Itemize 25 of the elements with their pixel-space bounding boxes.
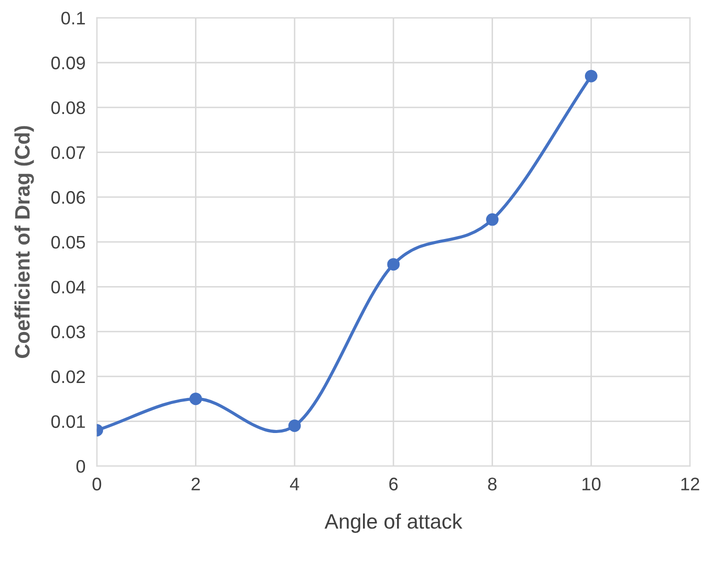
y-tick-label: 0.03 bbox=[51, 326, 85, 338]
y-tick-label: 0.09 bbox=[51, 56, 85, 70]
y-tick-label: 0.02 bbox=[51, 370, 85, 384]
y-tick-label: 0.1 bbox=[61, 12, 85, 25]
y-tick-label: 0.05 bbox=[51, 236, 85, 249]
y-tick-label: 0.06 bbox=[51, 191, 85, 204]
x-axis-title: Angle of attack bbox=[324, 513, 462, 533]
y-tick-label: 0.07 bbox=[51, 146, 85, 159]
point bbox=[486, 213, 499, 226]
x-tick-label: 4 bbox=[290, 478, 300, 490]
point bbox=[288, 419, 301, 432]
y-tick-label: 0 bbox=[76, 460, 86, 473]
y-axis-title: Coefficient of Drag (Cd) bbox=[14, 126, 34, 358]
y-tick-label: 0.04 bbox=[51, 280, 86, 294]
y-tick-label: 0.01 bbox=[51, 415, 85, 428]
y-tick-label: 0.08 bbox=[51, 101, 85, 114]
x-tick-label: 6 bbox=[389, 478, 398, 490]
x-tick-label: 8 bbox=[488, 478, 497, 490]
point bbox=[189, 392, 202, 406]
x-tick-label: 10 bbox=[582, 478, 601, 490]
point bbox=[387, 258, 400, 271]
x-tick-label: 12 bbox=[681, 478, 700, 490]
x-tick-label: 0 bbox=[92, 478, 102, 490]
point bbox=[584, 70, 598, 82]
x-tick-label: 2 bbox=[192, 478, 200, 490]
